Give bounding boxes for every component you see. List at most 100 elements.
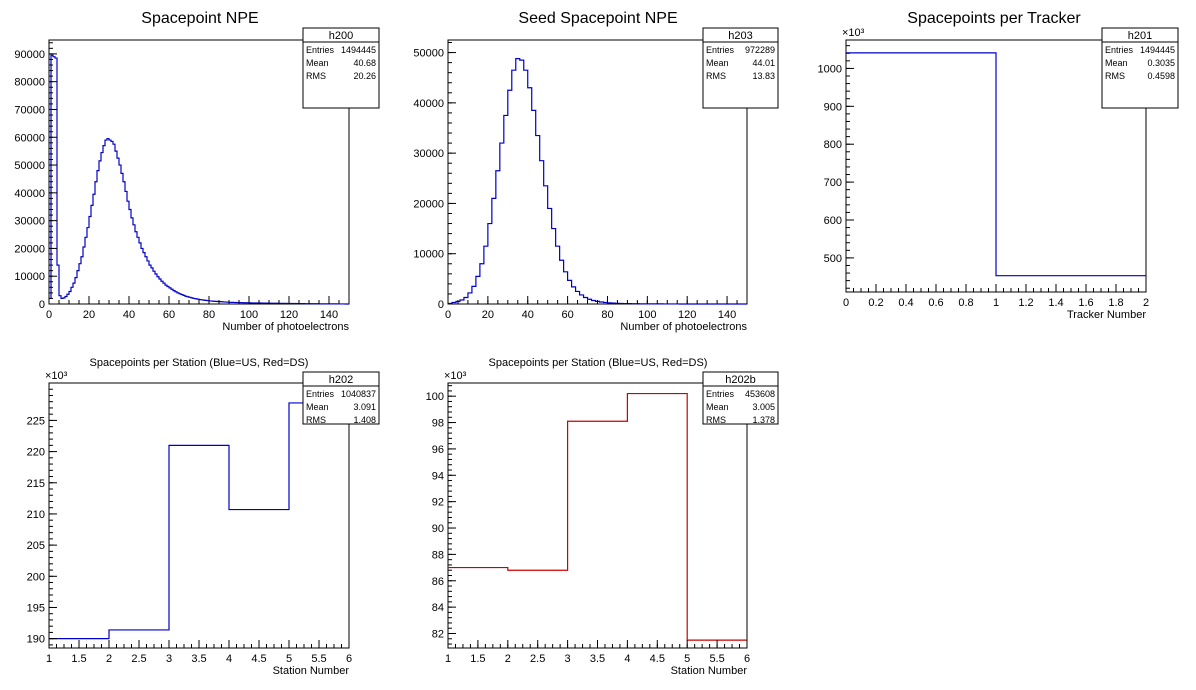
y-tick-label: 20000 [413, 198, 444, 210]
x-tick-label: 40 [522, 309, 534, 321]
y-tick-label: 82 [432, 628, 444, 640]
plot-frame [447, 382, 748, 649]
stats-value: 0.3035 [1147, 58, 1175, 68]
stats-box: h203 Entries 972289 Mean 44.01 RMS 13.83 [702, 27, 779, 109]
y-tick-label: 40000 [413, 98, 444, 110]
stats-box: h202 Entries 1040837 Mean 3.091 RMS 1.408 [302, 371, 380, 425]
x-tick-label: 0 [445, 309, 451, 321]
histogram-panel-3: Spacepoints per Tracker 0 0.2 0.4 0.6 0.8 1 1.2… [818, 10, 1179, 321]
stats-label: Entries [306, 389, 335, 399]
x-tick-label: 120 [678, 309, 696, 321]
x-tick-label: 1.5 [71, 653, 86, 665]
histogram-series [448, 392, 747, 641]
x-tick-label: 20 [83, 309, 95, 321]
x-tick-label: 2 [505, 653, 511, 665]
x-axis-label: Tracker Number [1067, 309, 1146, 321]
histogram-series [448, 58, 747, 305]
x-tick-label: 6 [744, 653, 750, 665]
x-tick-label: 1 [993, 297, 999, 309]
stats-value: 3.091 [353, 402, 376, 412]
y-tick-label: 40000 [14, 188, 45, 200]
x-tick-label: 80 [203, 309, 215, 321]
y-tick-label: 190 [27, 634, 45, 646]
x-tick-label: 4 [624, 653, 630, 665]
y-tick-label: 60000 [14, 132, 45, 144]
stats-histogram-name: h201 [1128, 30, 1152, 42]
stats-label: Mean [706, 58, 729, 68]
panel-title: Seed Spacepoint NPE [518, 10, 677, 27]
stats-value: 1.378 [752, 415, 775, 425]
x-tick-label: 3 [565, 653, 571, 665]
panel-title: Spacepoints per Station (Blue=US, Red=DS… [489, 357, 708, 369]
y-tick-label: 88 [432, 549, 444, 561]
histogram-panel-2: Seed Spacepoint NPE 0 20 40 60 80 100 120 140 0 10… [413, 10, 779, 333]
x-tick-label: 80 [601, 309, 613, 321]
x-tick-label: 6 [346, 653, 352, 665]
x-tick-label: 1.6 [1078, 297, 1093, 309]
x-tick-label: 2.5 [530, 653, 545, 665]
y-tick-label: 84 [432, 602, 444, 614]
stats-label: RMS [306, 71, 326, 81]
x-tick-label: 0 [46, 309, 52, 321]
x-tick-label: 5.5 [709, 653, 724, 665]
y-tick-label: 200 [27, 571, 45, 583]
x-tick-label: 5 [286, 653, 292, 665]
stats-value: 1040837 [341, 389, 376, 399]
x-tick-label: 1.4 [1048, 297, 1063, 309]
x-tick-label: 3.5 [590, 653, 605, 665]
x-axis-label: Number of photoelectrons [620, 321, 747, 333]
y-tick-label: 700 [824, 177, 842, 189]
x-tick-label: 140 [320, 309, 338, 321]
stats-histogram-name: h202b [725, 374, 756, 386]
x-tick-label: 1.5 [470, 653, 485, 665]
stats-label: Entries [706, 389, 735, 399]
histogram-panel-4: Spacepoints per Station (Blue=US, Red=DS… [27, 357, 380, 677]
y-exponent-label: ×10³ [842, 27, 865, 39]
y-tick-label: 10000 [413, 249, 444, 261]
y-tick-label: 225 [27, 415, 45, 427]
y-tick-label: 30000 [413, 148, 444, 160]
x-tick-label: 40 [123, 309, 135, 321]
stats-value: 1494445 [341, 45, 376, 55]
x-tick-label: 4.5 [251, 653, 266, 665]
x-tick-label: 60 [163, 309, 175, 321]
stats-label: RMS [306, 415, 326, 425]
x-tick-label: 0 [843, 297, 849, 309]
x-tick-label: 0.4 [898, 297, 913, 309]
stats-label: RMS [706, 71, 726, 81]
x-tick-label: 1 [445, 653, 451, 665]
panel-title: Spacepoints per Station (Blue=US, Red=DS… [90, 357, 309, 369]
x-tick-label: 3 [166, 653, 172, 665]
panel-title: Spacepoints per Tracker [907, 10, 1081, 27]
stats-value: 1.408 [353, 415, 376, 425]
y-tick-label: 220 [27, 447, 45, 459]
y-tick-label: 50000 [14, 160, 45, 172]
stats-label: RMS [706, 415, 726, 425]
histogram-series [846, 52, 1146, 277]
stats-box: h202b Entries 453608 Mean 3.005 RMS 1.378 [702, 371, 779, 425]
x-tick-label: 5 [684, 653, 690, 665]
y-tick-label: 98 [432, 418, 444, 430]
y-tick-label: 195 [27, 602, 45, 614]
y-tick-label: 600 [824, 215, 842, 227]
stats-value: 13.83 [752, 71, 775, 81]
stats-label: Entries [706, 45, 735, 55]
stats-label: Mean [706, 402, 729, 412]
stats-value: 40.68 [353, 58, 376, 68]
x-tick-label: 120 [280, 309, 298, 321]
y-tick-label: 100 [426, 391, 444, 403]
x-tick-label: 2 [106, 653, 112, 665]
x-axis-label: Station Number [671, 665, 748, 677]
stats-label: Mean [306, 402, 329, 412]
y-tick-label: 92 [432, 497, 444, 509]
y-tick-label: 94 [432, 470, 444, 482]
stats-value: 453608 [745, 389, 775, 399]
x-tick-label: 0.2 [868, 297, 883, 309]
x-tick-label: 2.5 [131, 653, 146, 665]
stats-label: Entries [306, 45, 335, 55]
x-tick-label: 0.8 [958, 297, 973, 309]
x-tick-label: 4.5 [650, 653, 665, 665]
y-tick-label: 800 [824, 139, 842, 151]
x-tick-label: 3.5 [191, 653, 206, 665]
